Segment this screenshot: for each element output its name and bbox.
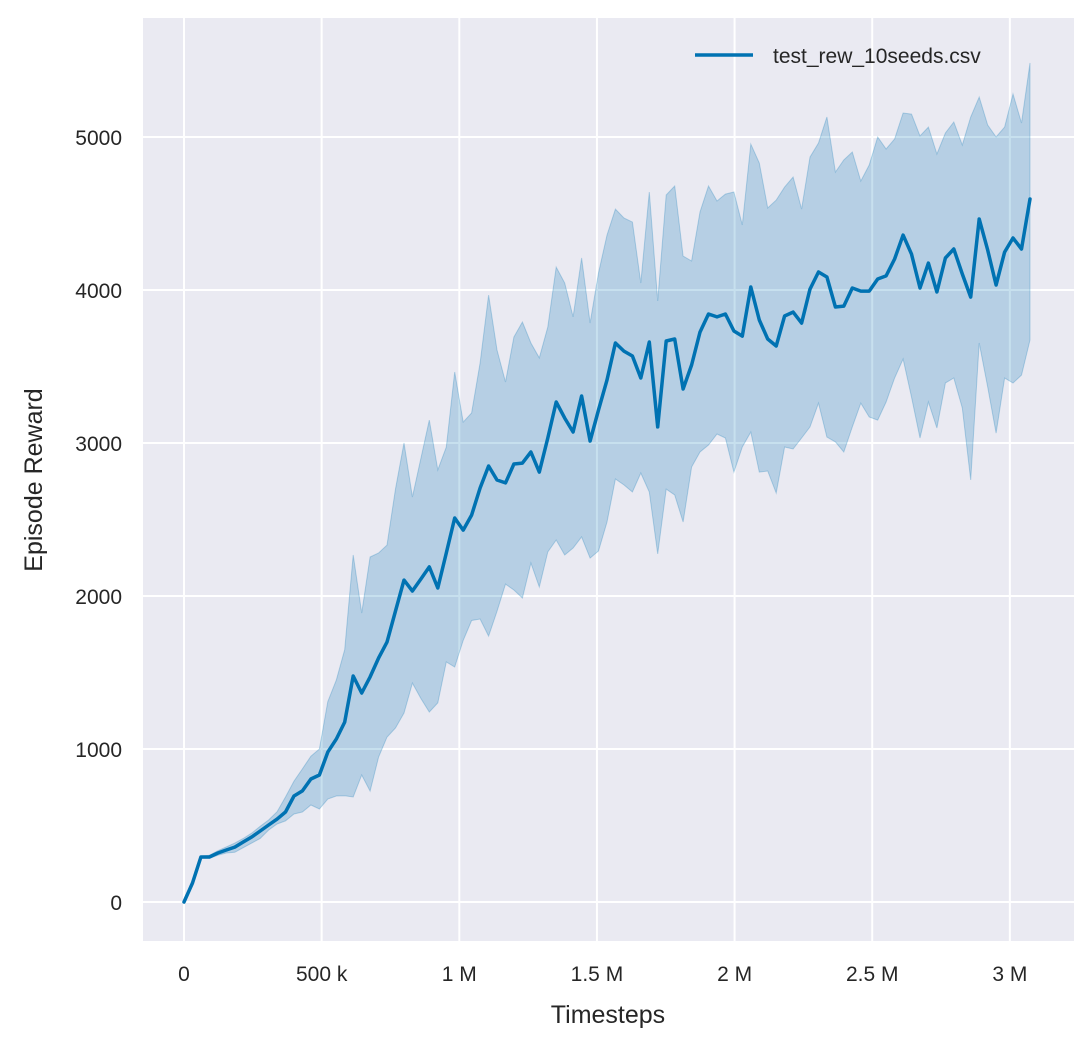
y-tick-label: 3000 <box>75 433 122 456</box>
x-tick-label: 1.5 M <box>571 963 624 986</box>
x-axis-label: Timesteps <box>551 1001 665 1029</box>
x-tick-label: 500 k <box>296 963 348 986</box>
grid <box>143 18 1074 941</box>
x-tick-label: 1 M <box>442 963 477 986</box>
legend-label: test_rew_10seeds.csv <box>773 45 981 68</box>
series-line <box>182 197 1032 904</box>
y-tick-labels: 0 1000 2000 3000 4000 5000 <box>75 127 122 915</box>
y-tick-label: 5000 <box>75 127 122 150</box>
legend: test_rew_10seeds.csv <box>695 45 981 68</box>
y-tick-label: 2000 <box>75 586 122 609</box>
x-tick-label: 3 M <box>992 963 1027 986</box>
line-layer <box>182 197 1032 904</box>
y-tick-label: 4000 <box>75 280 122 303</box>
plot-background <box>143 18 1074 941</box>
x-tick-label: 2.5 M <box>846 963 899 986</box>
x-tick-label: 0 <box>178 963 190 986</box>
y-tick-label: 0 <box>110 892 122 915</box>
x-tick-labels: 0 500 k 1 M 1.5 M 2 M 2.5 M 3 M <box>178 963 1027 986</box>
x-tick-label: 2 M <box>717 963 752 986</box>
y-tick-label: 1000 <box>75 739 122 762</box>
y-axis-label: Episode Reward <box>20 388 48 571</box>
